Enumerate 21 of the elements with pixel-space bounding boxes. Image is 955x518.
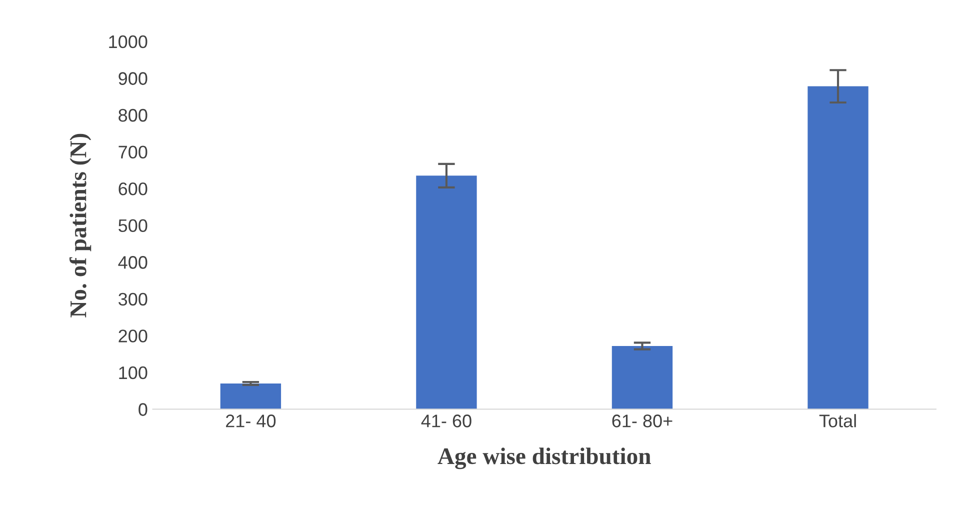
x-tick-label: 61- 80+ (612, 414, 672, 428)
y-tick-label: 300 (118, 292, 148, 306)
x-axis-title: Age wise distribution (438, 448, 651, 470)
y-tick-label: 600 (118, 182, 148, 196)
bar (612, 346, 673, 410)
y-tick-label: 800 (118, 108, 148, 122)
x-tick-label: Total (819, 414, 856, 428)
y-tick-label: 700 (118, 146, 148, 158)
bar (416, 176, 477, 410)
y-axis-title: No. of patients (N) (69, 134, 92, 318)
y-tick-label: 200 (118, 330, 148, 342)
x-tick-label: 21- 40 (226, 414, 276, 428)
y-tick-label: 0 (138, 403, 148, 416)
y-tick-label: 1000 (109, 35, 148, 48)
y-tick-label: 900 (118, 72, 148, 85)
bar (220, 383, 282, 410)
y-tick-label: 100 (119, 366, 148, 380)
y-tick-label: 500 (118, 219, 148, 232)
x-tick-label: 41- 60 (421, 414, 472, 428)
bar (808, 86, 868, 410)
y-tick-label: 400 (118, 256, 148, 269)
